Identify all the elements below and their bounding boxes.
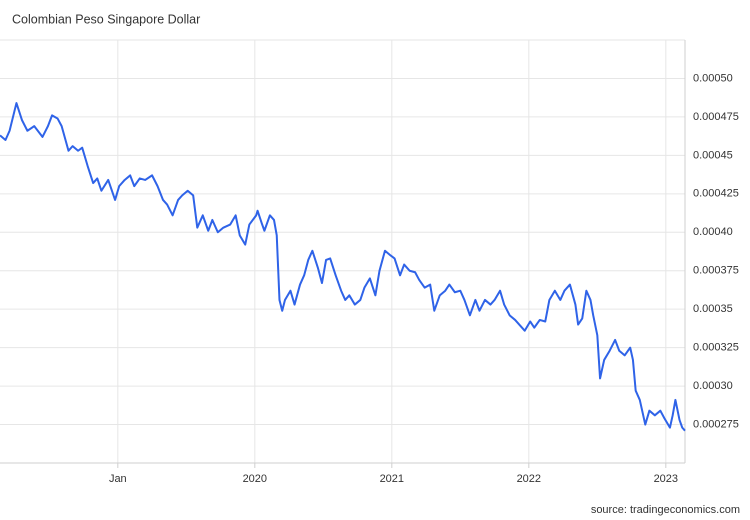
- y-tick-label: 0.00030: [693, 380, 733, 392]
- y-tick-label: 0.000275: [693, 418, 739, 430]
- y-tick-label: 0.000475: [693, 111, 739, 123]
- y-tick-label: 0.000375: [693, 265, 739, 277]
- source-note: source: tradingeconomics.com: [591, 504, 740, 516]
- y-tick-label: 0.00050: [693, 72, 733, 84]
- y-tick-label: 0.000425: [693, 188, 739, 200]
- y-tick-label: 0.00035: [693, 303, 733, 315]
- chart-title: Colombian Peso Singapore Dollar: [12, 12, 200, 26]
- y-tick-label: 0.000325: [693, 342, 739, 354]
- y-tick-label: 0.00040: [693, 226, 733, 238]
- x-tick-label: 2022: [517, 473, 541, 485]
- x-tick-label: 2021: [380, 473, 404, 485]
- y-tick-label: 0.00045: [693, 149, 733, 161]
- x-tick-label: 2023: [654, 473, 678, 485]
- x-tick-label: Jan: [109, 473, 127, 485]
- x-tick-label: 2020: [243, 473, 267, 485]
- price-line: [0, 102, 686, 432]
